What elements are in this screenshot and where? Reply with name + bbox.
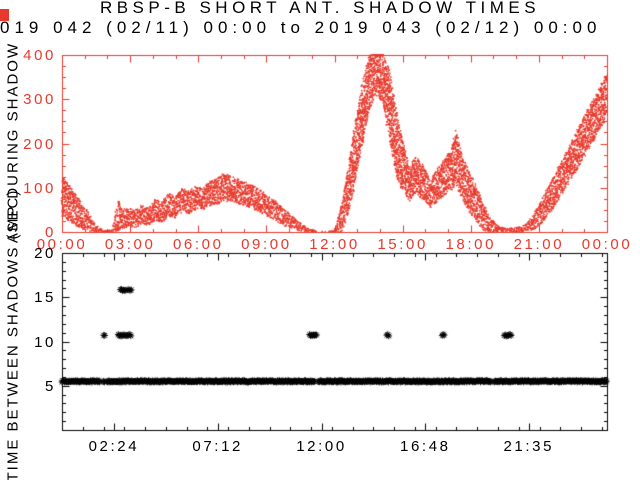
- top-x-tick-label: 15:00: [377, 236, 428, 253]
- top-x-tick-label: 12:00: [309, 236, 360, 253]
- top-x-tick-label: 00:00: [581, 236, 633, 253]
- top-y-tick-label: 400: [23, 47, 56, 64]
- bottom-y-tick-label: 15: [34, 289, 56, 307]
- top-y-tick-label: 0: [45, 224, 56, 241]
- plot-subtitle: 019 042 (02/11) 00:00 to 2019 043 (02/12…: [0, 18, 602, 37]
- top-x-tick-label: 06:00: [172, 236, 224, 253]
- bottom-y-tick-label: 5: [45, 377, 56, 395]
- bottom-x-tick-label: 02:24: [88, 438, 140, 455]
- bottom-x-tick-label: 12:00: [296, 438, 347, 455]
- top-y-tick-label: 200: [23, 135, 56, 153]
- top-x-tick-label: 21:00: [513, 236, 565, 253]
- top-y-tick-label: 100: [23, 179, 56, 197]
- top-y-tick-label: 300: [23, 91, 56, 109]
- bottom-y-tick-label: 20: [34, 245, 56, 262]
- top-x-tick-label: 18:00: [445, 236, 497, 253]
- top-x-tick-label: 00:00: [36, 236, 88, 253]
- top-x-tick-label: 09:00: [241, 236, 292, 253]
- bottom-x-tick-label: 07:12: [192, 438, 243, 455]
- plot-title: RBSP-B SHORT ANT. SHADOW TIMES: [99, 0, 541, 17]
- bottom-y-tick-label: 10: [34, 333, 56, 351]
- clipped-red-glyph: [0, 9, 9, 21]
- top-x-tick-label: 03:00: [104, 236, 156, 253]
- bottom-x-tick-label: 21:35: [503, 438, 555, 455]
- bottom-x-tick-label: 16:48: [400, 438, 451, 455]
